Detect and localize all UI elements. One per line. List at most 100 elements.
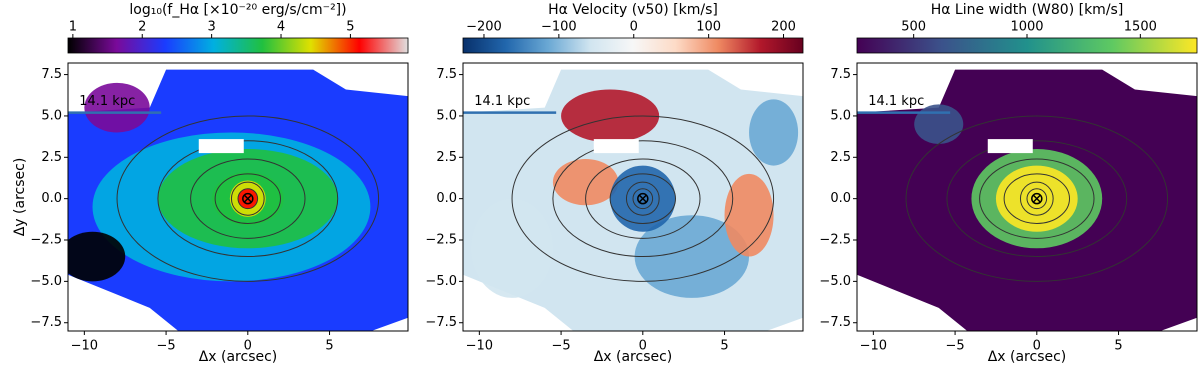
y-tick-label: 2.5	[830, 150, 851, 165]
contour	[609, 173, 676, 224]
x-tick-label: 5	[720, 339, 728, 354]
region	[471, 198, 553, 298]
contour	[1026, 188, 1048, 210]
colorbar-tick-label: 3	[207, 20, 215, 35]
colorbar-tick-label: 1000	[1010, 20, 1043, 35]
y-tick-label: −2.5	[425, 233, 457, 248]
contour	[190, 158, 306, 239]
x-tick-label: 0	[244, 339, 252, 354]
x-tick-label: 5	[325, 339, 333, 354]
colorbar-tick-label: 4	[277, 20, 285, 35]
y-tick-label: −7.5	[30, 315, 62, 330]
colorbar-label: log₁₀(f_Hα [×10⁻²⁰ erg/s/cm⁻²])	[129, 2, 346, 18]
y-tick-label: −5.0	[30, 274, 62, 289]
x-axis-label: Δx (arcsec)	[199, 349, 278, 365]
colorbar-tick-label: 1500	[1124, 20, 1157, 35]
y-tick-label: 0.0	[830, 191, 851, 206]
x-tick-label: −10	[71, 339, 98, 354]
region	[68, 231, 126, 282]
y-tick-label: −7.5	[819, 315, 851, 330]
contour	[946, 140, 1128, 258]
colorbar	[462, 37, 804, 54]
contour	[552, 140, 734, 258]
x-tick-label: −5	[156, 339, 175, 354]
scale-label: 14.1 kpc	[79, 94, 135, 109]
x-tick-label: 0	[1033, 339, 1041, 354]
contour	[116, 115, 380, 282]
y-tick-label: 0.0	[436, 191, 457, 206]
contour	[230, 181, 265, 216]
x-axis-label: Δx (arcsec)	[594, 349, 673, 365]
colorbar-tick-label: 1	[69, 20, 77, 35]
axes-frame	[856, 62, 1198, 332]
colorbar-tick-label: −100	[541, 20, 577, 35]
x-tick-label: −10	[860, 339, 887, 354]
colorbar-tick-label: 2	[138, 20, 146, 35]
region	[914, 104, 964, 145]
centre-marker	[1031, 192, 1043, 205]
colorbar-label: Hα Line width (W80) [km/s]	[931, 2, 1124, 18]
colorbar-tick-label: 500	[901, 20, 926, 35]
colorbar-tick-label: 100	[696, 20, 721, 35]
image	[857, 69, 1197, 331]
x-tick-label: −5	[551, 339, 570, 354]
y-tick-label: −2.5	[819, 233, 851, 248]
colorbar-tick-label: 5	[346, 20, 354, 35]
contour	[905, 115, 1169, 282]
region	[749, 99, 799, 166]
contour	[625, 181, 660, 216]
centre-cross	[243, 194, 252, 203]
centre-marker	[242, 192, 254, 205]
contour	[585, 158, 701, 239]
y-tick-label: 5.0	[830, 108, 851, 123]
centre-cross	[638, 194, 647, 203]
colorbar	[67, 37, 409, 54]
x-tick-label: 0	[639, 339, 647, 354]
y-tick-label: 5.0	[41, 108, 62, 123]
colorbar-tick-label: 0	[630, 20, 638, 35]
colorbar-label: Hα Velocity (v50) [km/s]	[548, 2, 718, 18]
y-tick-label: 7.5	[830, 67, 851, 82]
scale-label: 14.1 kpc	[868, 94, 924, 109]
y-tick-label: −7.5	[425, 315, 457, 330]
scale-label: 14.1 kpc	[474, 94, 530, 109]
y-tick-label: 7.5	[41, 67, 62, 82]
region	[561, 89, 660, 143]
masked-region	[198, 139, 244, 154]
contour	[157, 140, 339, 258]
centre-cross	[1032, 194, 1041, 203]
contour	[237, 188, 259, 210]
colorbar-tick-label: −200	[466, 20, 502, 35]
masked-region	[987, 139, 1033, 154]
y-tick-label: −5.0	[425, 274, 457, 289]
y-tick-label: 7.5	[436, 67, 457, 82]
masked-region	[593, 139, 639, 154]
x-axis-label: Δx (arcsec)	[988, 349, 1067, 365]
y-tick-label: 0.0	[41, 191, 62, 206]
colorbar	[856, 37, 1198, 54]
contour	[214, 173, 281, 224]
x-tick-label: −10	[466, 339, 493, 354]
contour	[511, 115, 775, 282]
contour	[1003, 173, 1071, 224]
image	[68, 69, 408, 331]
region	[84, 82, 150, 133]
region	[724, 173, 774, 257]
axes-frame	[462, 62, 804, 332]
colorbar-tick-label: 200	[771, 20, 796, 35]
image	[463, 69, 803, 331]
contour	[1019, 181, 1054, 216]
y-tick-label: −5.0	[819, 274, 851, 289]
x-tick-label: −5	[945, 339, 964, 354]
contour	[979, 158, 1095, 239]
y-tick-label: 2.5	[41, 150, 62, 165]
y-tick-label: 5.0	[436, 108, 457, 123]
x-tick-label: 5	[1114, 339, 1122, 354]
y-tick-label: −2.5	[30, 233, 62, 248]
axes-frame	[67, 62, 409, 332]
y-tick-label: 2.5	[436, 150, 457, 165]
centre-marker	[637, 192, 649, 205]
contour	[632, 188, 654, 210]
y-axis-label: Δy (arcsec)	[12, 158, 28, 237]
